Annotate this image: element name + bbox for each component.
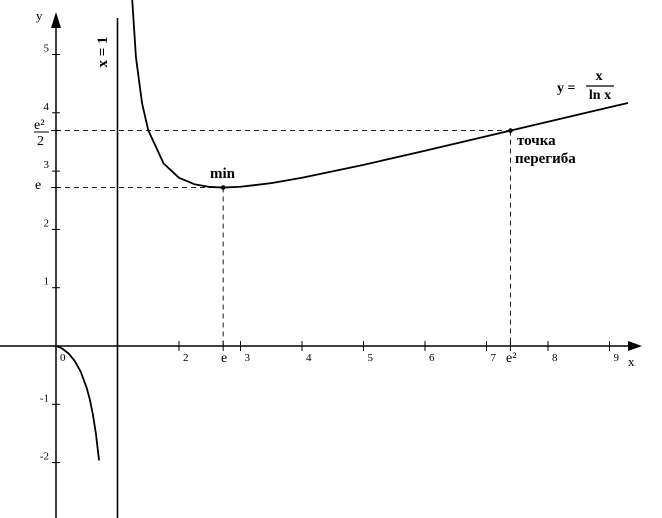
y-tick-label: 1 [44,276,50,288]
y-tick-label: 5 [44,43,50,55]
curve-left-branch [56,345,100,461]
y-tick-label: 3 [44,159,50,171]
x-label-e: e [221,351,227,366]
point-markers [220,128,513,190]
x-tick-label: 6 [429,352,435,364]
y-tick-label: -2 [40,451,49,463]
x-tick-label: 5 [368,352,374,364]
x-tick-label: 0 [60,352,66,364]
y-label-e2-half-denominator: 2 [37,134,44,149]
y-tick-label: 4 [44,101,50,113]
x-tick-label: 3 [245,352,251,364]
inflection-label-line1: точка [517,133,556,149]
x-tick-label: 2 [183,352,189,364]
guide-lines [56,130,511,346]
x-label-e-squared: e² [506,351,516,366]
x-tick-label: 4 [306,352,312,364]
equation-denominator: ln x [589,88,611,103]
x-tick-label: 7 [491,352,497,364]
y-tick-label: 2 [44,217,50,229]
min-point [220,185,226,190]
min-label: min [210,166,236,182]
axes [0,12,642,518]
inflection-point [508,128,513,133]
equation-lhs: y = [557,81,576,96]
equation: y = x ln x [557,69,614,103]
curves [56,0,629,461]
x-axis-label: x [628,354,635,369]
asymptote-label: x = 1 [95,36,111,67]
y-label-e: e [35,178,41,193]
x-axis-arrow [628,341,642,351]
y-label-e2-half-numerator: e² [34,118,44,133]
y-axis-arrow [51,12,61,28]
inflection-label-line2: перегиба [515,151,576,167]
x-tick-label: 8 [552,352,558,364]
y-axis-label: y [36,8,43,23]
equation-numerator: x [596,69,603,84]
y-tick-label: -1 [40,392,49,404]
x-tick-label: 9 [614,352,620,364]
